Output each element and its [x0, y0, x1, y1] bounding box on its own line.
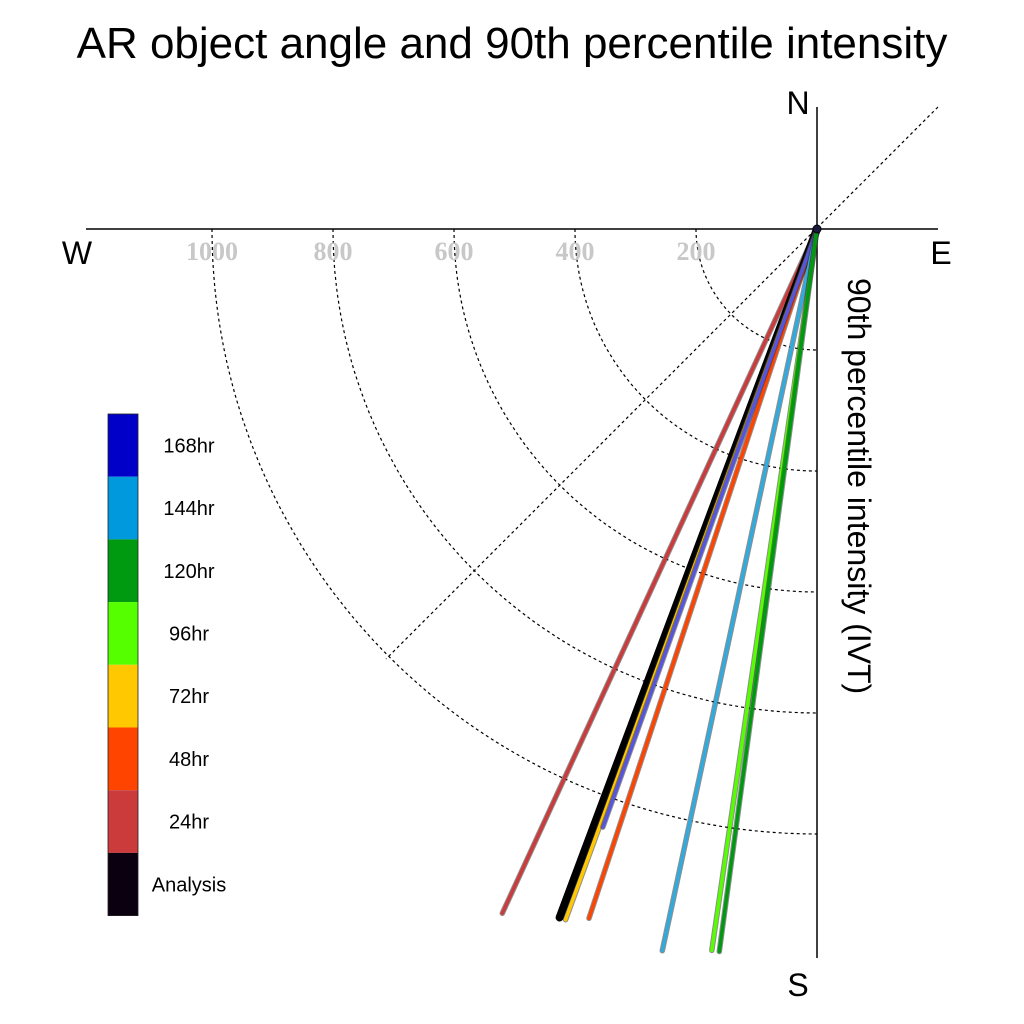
radial-gridline-200: [695, 229, 817, 351]
radial-gridline-800: [332, 228, 818, 714]
series-lines: [499, 225, 821, 955]
legend-swatch: [108, 539, 138, 603]
radial-tick-label: 200: [677, 237, 716, 266]
series-line-144hr: [660, 227, 819, 953]
origin-marker: [812, 224, 822, 234]
radial-tick-labels: 200 400 600 800 1000: [186, 237, 716, 266]
legend-swatch: [108, 476, 138, 540]
radial-tick-label: 400: [556, 237, 595, 266]
legend-label: 24hr: [169, 812, 209, 834]
legend-swatch: [108, 664, 138, 728]
legend-label: Analysis: [152, 874, 226, 896]
radial-tick-label: 800: [314, 237, 353, 266]
legend-label: 96hr: [169, 624, 209, 646]
polar-grid: [211, 228, 818, 835]
radial-gridline-600: [453, 228, 818, 593]
legend-label: 72hr: [169, 686, 209, 708]
legend-swatch: [108, 852, 138, 916]
legend-border: [107, 413, 139, 917]
legend-label: 144hr: [163, 498, 214, 520]
radial-tick-label: 1000: [186, 237, 238, 266]
legend-label: 168hr: [163, 435, 214, 457]
compass-west: W: [62, 235, 93, 271]
compass-north: N: [786, 85, 809, 121]
series-line-168hr: [601, 227, 819, 829]
legend-swatch: [108, 602, 138, 665]
legend-label: 48hr: [169, 749, 209, 771]
legend-swatch: [108, 790, 138, 853]
legend-label: 120hr: [163, 561, 214, 583]
series-line-120hr: [717, 227, 819, 954]
y-axis-label: 90th percentile intensity (IVT): [841, 278, 877, 694]
legend: 168hr 144hr 120hr 96hr 72hr 48hr 24hr Analysis: [107, 413, 226, 917]
compass-east: E: [930, 235, 951, 271]
radial-tick-label: 600: [435, 237, 474, 266]
series-line-24hr: [500, 227, 819, 916]
series-line-48hr: [587, 227, 819, 921]
legend-swatch: [108, 727, 138, 791]
legend-swatch: [108, 414, 138, 477]
radial-gridline-1000: [211, 228, 818, 835]
chart-title: AR object angle and 90th percentile inte…: [77, 19, 948, 68]
diagonal-gridline: [385, 106, 939, 660]
compass-south: S: [787, 967, 808, 1003]
